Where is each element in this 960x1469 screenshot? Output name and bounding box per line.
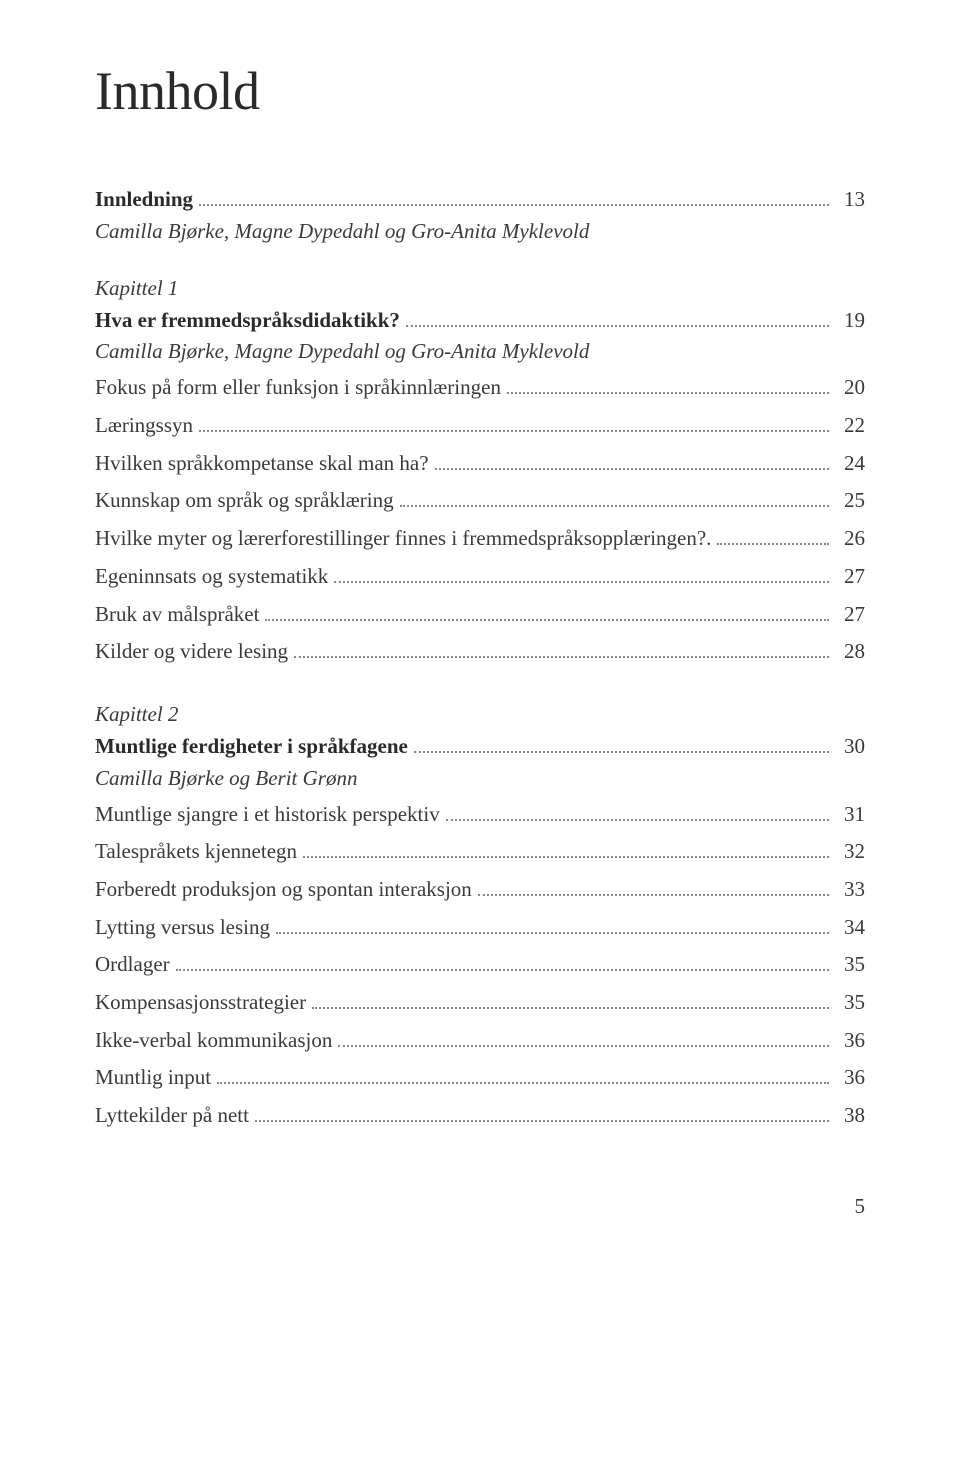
toc-heading-label: Innledning xyxy=(95,182,193,218)
leader-dots xyxy=(414,751,829,753)
toc-entry-page: 22 xyxy=(835,408,865,444)
leader-dots xyxy=(312,1007,829,1009)
author-line: Camilla Bjørke, Magne Dypedahl og Gro-An… xyxy=(95,219,865,244)
toc-entry-row: Lyttekilder på nett 38 xyxy=(95,1098,865,1134)
toc-entry-row: Kompensasjonsstrategier 35 xyxy=(95,985,865,1021)
toc-entry-row: Bruk av målspråket 27 xyxy=(95,597,865,633)
toc-entry-label: Hvilke myter og lærerforestillinger finn… xyxy=(95,521,711,557)
toc-entry-label: Læringssyn xyxy=(95,408,193,444)
toc-entry-row: Muntlig input 36 xyxy=(95,1060,865,1096)
leader-dots xyxy=(478,894,829,896)
toc-entry-page: 32 xyxy=(835,834,865,870)
toc-entry-page: 28 xyxy=(835,634,865,670)
toc-heading-label: Hva er fremmedspråksdidaktikk? xyxy=(95,303,400,339)
toc-entry-page: 36 xyxy=(835,1023,865,1059)
leader-dots xyxy=(507,392,829,394)
toc-entry-label: Talespråkets kjennetegn xyxy=(95,834,297,870)
toc-entry-page: 20 xyxy=(835,370,865,406)
toc-entry-row: Fokus på form eller funksjon i språkinnl… xyxy=(95,370,865,406)
toc-entry-label: Lyttekilder på nett xyxy=(95,1098,249,1134)
toc-entry-page: 27 xyxy=(835,559,865,595)
leader-dots xyxy=(276,932,829,934)
leader-dots xyxy=(265,619,829,621)
toc-heading-page: 30 xyxy=(835,729,865,765)
toc-entry-page: 26 xyxy=(835,521,865,557)
toc-entry-label: Muntlig input xyxy=(95,1060,211,1096)
toc-entry-label: Bruk av målspråket xyxy=(95,597,259,633)
leader-dots xyxy=(446,819,829,821)
toc-chapter2-block: Kapittel 2 Muntlige ferdigheter i språkf… xyxy=(95,702,865,1134)
toc-entry-label: Kilder og videre lesing xyxy=(95,634,288,670)
chapter-label: Kapittel 1 xyxy=(95,276,865,301)
toc-intro-block: Innledning 13 Camilla Bjørke, Magne Dype… xyxy=(95,182,865,244)
toc-entry-row: Egeninnsats og systematikk 27 xyxy=(95,559,865,595)
toc-entry-page: 36 xyxy=(835,1060,865,1096)
leader-dots xyxy=(199,204,829,206)
toc-heading-row: Hva er fremmedspråksdidaktikk? 19 xyxy=(95,303,865,339)
leader-dots xyxy=(217,1082,829,1084)
toc-heading-row: Muntlige ferdigheter i språkfagene 30 xyxy=(95,729,865,765)
toc-entry-row: Hvilke myter og lærerforestillinger finn… xyxy=(95,521,865,557)
toc-entry-row: Lytting versus lesing 34 xyxy=(95,910,865,946)
toc-entry-label: Ordlager xyxy=(95,947,170,983)
toc-entry-page: 34 xyxy=(835,910,865,946)
toc-entry-page: 33 xyxy=(835,872,865,908)
toc-entry-label: Ikke-verbal kommunikasjon xyxy=(95,1023,332,1059)
leader-dots xyxy=(303,856,829,858)
leader-dots xyxy=(199,430,829,432)
leader-dots xyxy=(406,325,829,327)
toc-entry-row: Forberedt produksjon og spontan interaks… xyxy=(95,872,865,908)
toc-entry-label: Fokus på form eller funksjon i språkinnl… xyxy=(95,370,501,406)
toc-entry-row: Muntlige sjangre i et historisk perspekt… xyxy=(95,797,865,833)
author-line: Camilla Bjørke og Berit Grønn xyxy=(95,766,865,791)
toc-entry-label: Lytting versus lesing xyxy=(95,910,270,946)
toc-entry-page: 31 xyxy=(835,797,865,833)
toc-entry-row: Talespråkets kjennetegn 32 xyxy=(95,834,865,870)
toc-entry-label: Forberedt produksjon og spontan interaks… xyxy=(95,872,472,908)
leader-dots xyxy=(255,1120,829,1122)
toc-entry-label: Egeninnsats og systematikk xyxy=(95,559,328,595)
toc-entry-label: Kunnskap om språk og språklæring xyxy=(95,483,394,519)
toc-entry-label: Hvilken språkkompetanse skal man ha? xyxy=(95,446,429,482)
toc-entry-page: 35 xyxy=(835,985,865,1021)
leader-dots xyxy=(176,969,829,971)
toc-heading-label: Muntlige ferdigheter i språkfagene xyxy=(95,729,408,765)
page-title: Innhold xyxy=(95,60,865,122)
toc-entry-row: Kunnskap om språk og språklæring 25 xyxy=(95,483,865,519)
toc-heading-page: 19 xyxy=(835,303,865,339)
toc-entry-row: Kilder og videre lesing 28 xyxy=(95,634,865,670)
toc-entry-row: Læringssyn 22 xyxy=(95,408,865,444)
author-line: Camilla Bjørke, Magne Dypedahl og Gro-An… xyxy=(95,339,865,364)
toc-entry-label: Muntlige sjangre i et historisk perspekt… xyxy=(95,797,440,833)
leader-dots xyxy=(294,656,829,658)
leader-dots xyxy=(717,543,829,545)
toc-heading-page: 13 xyxy=(835,182,865,218)
toc-entry-label: Kompensasjonsstrategier xyxy=(95,985,306,1021)
leader-dots xyxy=(435,468,829,470)
footer-page-number: 5 xyxy=(95,1194,865,1219)
toc-chapter1-block: Kapittel 1 Hva er fremmedspråksdidaktikk… xyxy=(95,276,865,670)
toc-entry-row: Hvilken språkkompetanse skal man ha? 24 xyxy=(95,446,865,482)
toc-entry-row: Ikke-verbal kommunikasjon 36 xyxy=(95,1023,865,1059)
toc-entry-page: 24 xyxy=(835,446,865,482)
leader-dots xyxy=(338,1045,829,1047)
leader-dots xyxy=(400,505,829,507)
toc-heading-row: Innledning 13 xyxy=(95,182,865,218)
toc-entry-page: 38 xyxy=(835,1098,865,1134)
toc-entry-page: 25 xyxy=(835,483,865,519)
chapter-label: Kapittel 2 xyxy=(95,702,865,727)
toc-entry-page: 35 xyxy=(835,947,865,983)
leader-dots xyxy=(334,581,829,583)
toc-entry-row: Ordlager 35 xyxy=(95,947,865,983)
toc-entry-page: 27 xyxy=(835,597,865,633)
